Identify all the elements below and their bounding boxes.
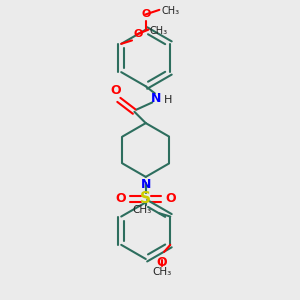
Text: CH₃: CH₃ — [132, 205, 151, 215]
Text: O: O — [134, 29, 143, 39]
Text: O: O — [111, 84, 121, 97]
Text: N: N — [151, 92, 161, 105]
Text: CH₃: CH₃ — [152, 267, 171, 277]
Text: O: O — [115, 193, 126, 206]
Text: O: O — [157, 256, 167, 269]
Text: O: O — [166, 193, 176, 206]
Text: O: O — [141, 9, 150, 19]
Text: CH₃: CH₃ — [149, 26, 168, 35]
Text: S: S — [140, 191, 151, 206]
Text: N: N — [141, 178, 151, 191]
Text: CH₃: CH₃ — [161, 6, 179, 16]
Text: H: H — [164, 95, 172, 105]
